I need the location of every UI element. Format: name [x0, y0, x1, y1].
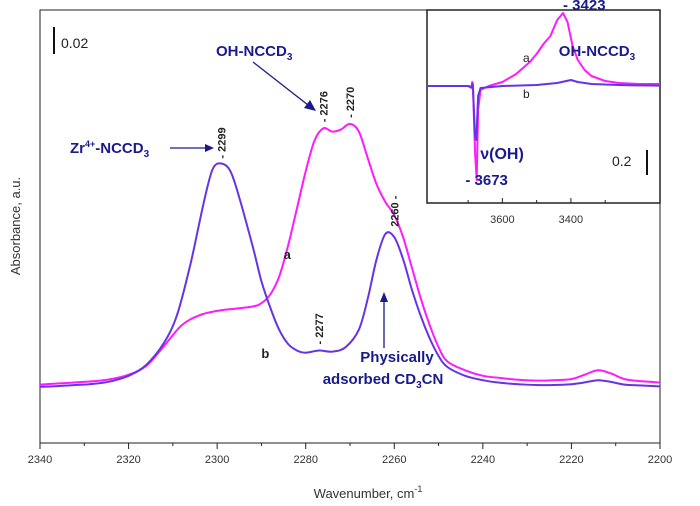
main-x-tick-label: 2240 [471, 454, 495, 466]
inset-peak-label: - 3673 [465, 172, 508, 189]
main-x-tick-label: 2300 [205, 454, 229, 466]
inset-curve-label: a [523, 51, 530, 65]
main-peak-label: - 2277 [314, 313, 326, 344]
main-peak-label: - 2270 [345, 87, 357, 118]
inset-curve-labels: ab [523, 51, 530, 101]
inset-oh-nccd-label: OH-NCCD3 [559, 43, 636, 63]
oh-nccd-arrowhead [304, 100, 316, 111]
main-x-tick-label: 2220 [559, 454, 583, 466]
main-x-tick-label: 2280 [293, 454, 317, 466]
main-x-tick-label: 2260 [382, 454, 406, 466]
inset-x-tick-labels: 3600 3400 [490, 214, 583, 226]
physisorbed-arrowhead [380, 292, 388, 302]
inset-x-tick-label: 3400 [559, 214, 583, 226]
main-curve-label: b [261, 346, 269, 361]
zr-nccd-arrowhead [205, 144, 214, 152]
main-curve-labels: ab [261, 247, 291, 361]
inset-series-group [427, 12, 661, 181]
inset-x-tick-label: 3600 [490, 214, 514, 226]
main-series-line-b [39, 162, 661, 388]
inset-series-line-b [427, 79, 661, 141]
main-series-group [39, 122, 661, 388]
physisorbed-label-line2: adsorbed CD3CN [323, 371, 444, 391]
main-peak-labels: - 2299 - 2276 - 2270 - 2277 2260 - [217, 87, 402, 345]
zr-nccd-label: Zr4+-NCCD3 [70, 139, 150, 160]
nu-oh-label: ν(OH) [480, 146, 524, 163]
main-x-tick-label: 2200 [648, 454, 672, 466]
physisorbed-label-line1: Physically [360, 349, 434, 366]
oh-nccd-label: OH-NCCD3 [216, 43, 293, 63]
main-scale-bar-label: 0.02 [61, 35, 88, 51]
inset-plot: 3600 3400 - 3423- 3673 ab OH-NCCD3 ν(OH) … [426, 0, 661, 226]
main-peak-label: - 2299 [217, 127, 229, 158]
x-axis-title: Wavenumber, cm-1 [314, 484, 423, 501]
inset-peak-labels: - 3423 - 3673 [465, 0, 605, 189]
main-x-tick-label: 2320 [116, 454, 140, 466]
y-axis-title: Absorbance, a.u. [8, 177, 23, 275]
main-plot: 2340 2320 2300 2280 2260 2240 2220 2200 - 2299-… [8, 9, 672, 501]
main-peak-label: 2260 - [389, 195, 401, 227]
main-x-tick-label: 2340 [28, 454, 52, 466]
main-curve-label: a [284, 247, 292, 262]
inset-scale-bar-label: 0.2 [612, 153, 632, 169]
oh-nccd-arrow [252, 61, 309, 106]
main-x-ticks [39, 443, 661, 449]
inset-x-ticks [467, 198, 606, 203]
inset-curve-label: b [523, 87, 530, 101]
inset-frame [426, 9, 661, 204]
main-x-tick-labels: 2340 2320 2300 2280 2260 2240 2220 2200 [28, 454, 672, 466]
main-series-line-a [39, 122, 661, 386]
inset-peak-label: - 3423 [563, 0, 606, 14]
main-peak-label: - 2276 [318, 91, 330, 122]
